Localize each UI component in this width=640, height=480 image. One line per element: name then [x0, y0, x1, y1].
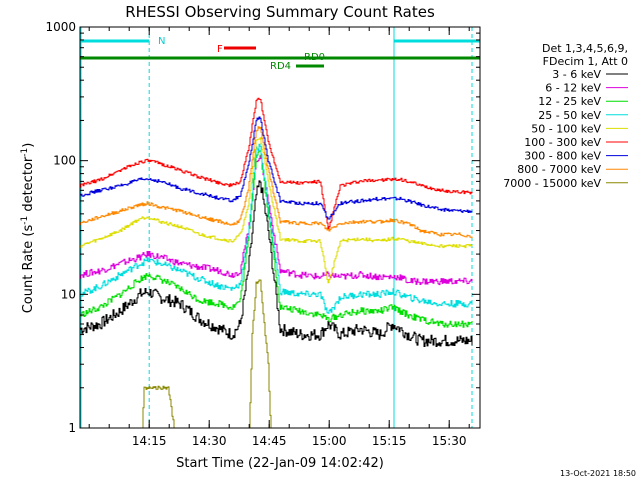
x-tick-label-5: 15:30: [432, 434, 467, 448]
legend-label-4: 50 - 100 keV: [531, 122, 601, 135]
chart-title: RHESSI Observing Summary Count Rates: [125, 3, 435, 21]
legend-header-1: FDecim 1, Att 0: [543, 55, 628, 68]
y-axis-label: Count Rate (s-1 detector-1): [20, 143, 36, 314]
series-line-1: [80, 155, 473, 286]
legend-header-0: Det 1,3,4,5,6,9,: [542, 42, 628, 55]
legend-label-0: 3 - 6 keV: [552, 68, 601, 81]
series-lines: [80, 97, 473, 429]
y-tick-label-3: 1000: [45, 20, 76, 34]
plot-frame: [79, 26, 481, 429]
render-timestamp: 13-Oct-2021 18:50: [560, 469, 636, 478]
legend-label-3: 25 - 50 keV: [538, 109, 601, 122]
series-line-4: [80, 137, 473, 284]
x-tick-label-0: 14:15: [132, 434, 167, 448]
x-tick-label-3: 15:00: [312, 434, 347, 448]
legend-label-2: 12 - 25 keV: [538, 95, 601, 108]
flare-label: F: [217, 44, 223, 55]
interval-markers: [80, 27, 480, 428]
x-tick-label-2: 14:45: [252, 434, 287, 448]
series-line-3: [80, 143, 473, 314]
series-line-7: [80, 126, 473, 239]
x-tick-label-1: 14:30: [192, 434, 227, 448]
rd0-label: RD0: [304, 52, 325, 63]
rd4-label: RD4: [270, 61, 291, 72]
series-line-6: [80, 116, 473, 220]
night-label: N: [158, 36, 165, 47]
legend-label-5: 100 - 300 keV: [524, 136, 601, 149]
y-tick-label-1: 10: [61, 287, 76, 301]
legend: Det 1,3,4,5,6,9,FDecim 1, Att 03 - 6 keV…: [503, 42, 628, 190]
series-line-5: [80, 97, 473, 231]
y-tick-label-2: 100: [53, 154, 76, 168]
legend-label-6: 300 - 800 keV: [524, 150, 601, 163]
legend-label-8: 7000 - 15000 keV: [503, 177, 601, 190]
y-tick-label-0: 1: [68, 421, 76, 435]
legend-label-7: 800 - 7000 keV: [517, 163, 601, 176]
legend-label-1: 6 - 12 keV: [545, 82, 601, 95]
x-tick-label-4: 15:15: [372, 434, 407, 448]
x-axis-label: Start Time (22-Jan-09 14:02:42): [176, 456, 384, 471]
series-line-2: [80, 150, 473, 328]
series-line-0: [80, 180, 473, 347]
axes: 1 10 100 1000 14:15 14:30 14:45 15:00 15:15 15:30: [45, 20, 480, 448]
